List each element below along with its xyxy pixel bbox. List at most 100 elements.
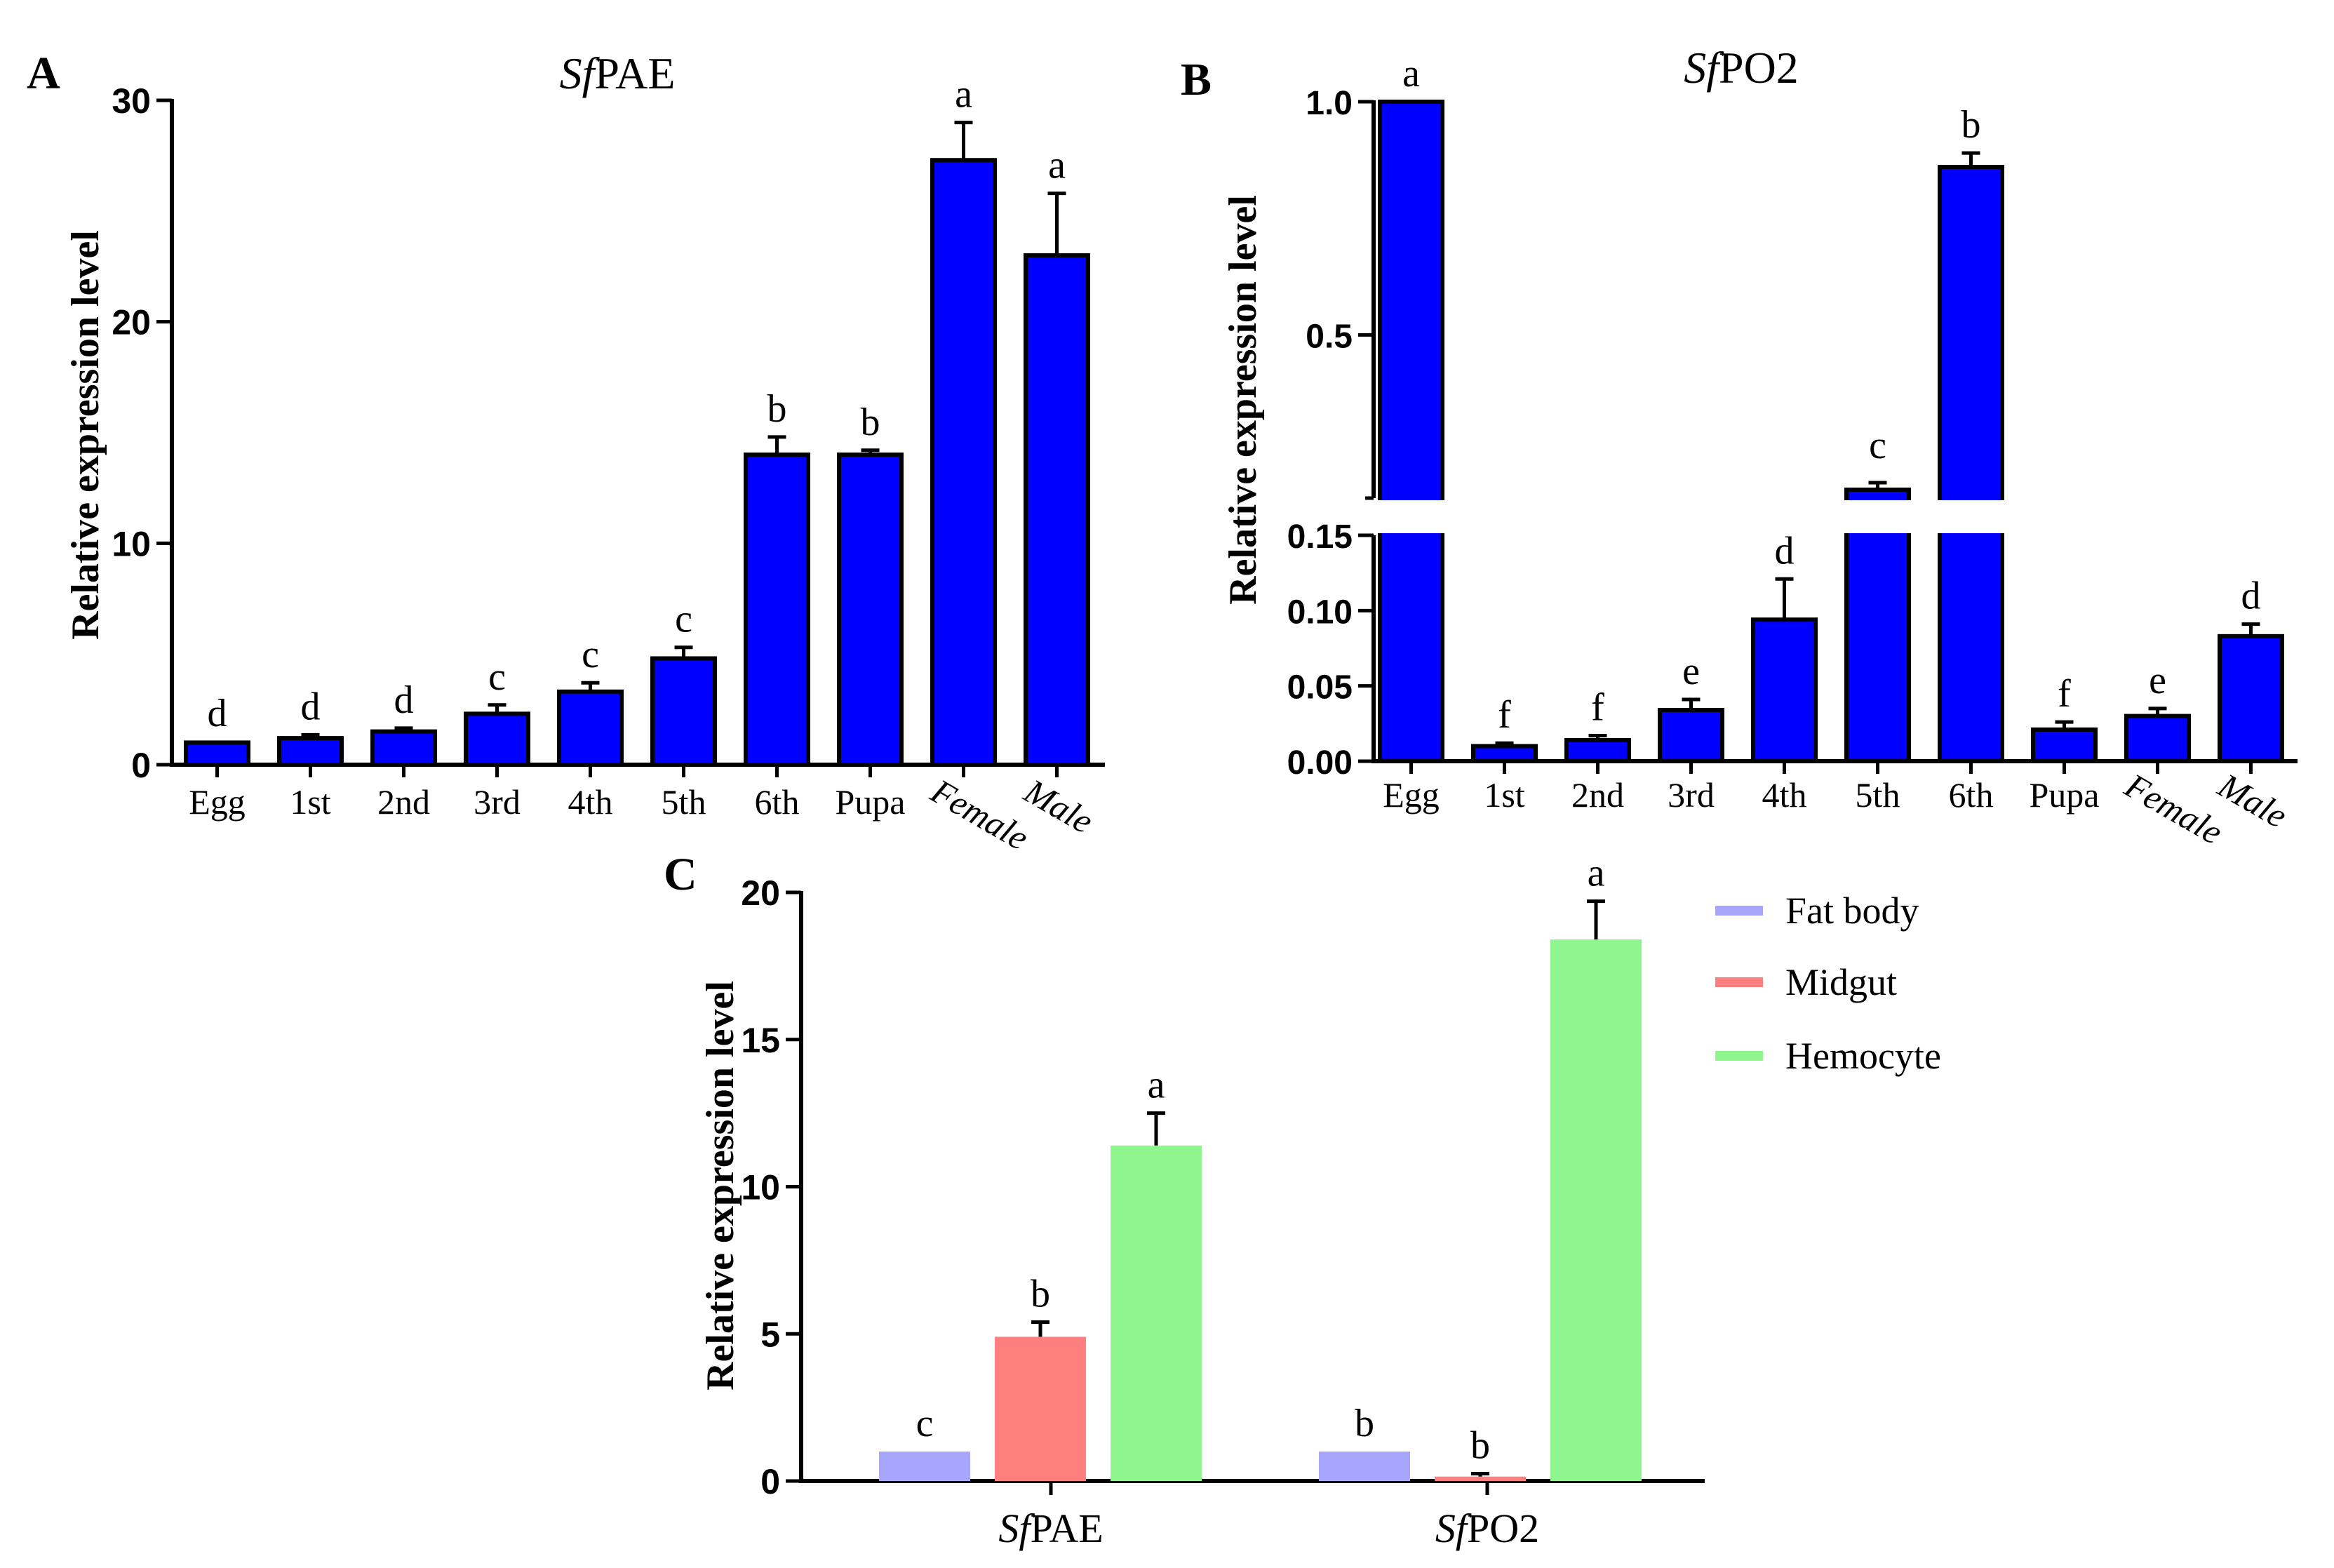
chart-b: 0.00 0.05 0.10 0.15 0.5 1.0 a Egg f 1st f 2nd e 3rd d 4… [1287, 52, 2298, 852]
chart-a: 0 10 20 30 d Egg d 1st d 2nd c 3rd c 4th c 5th b 6th b Pupa… [112, 73, 1105, 857]
chart-a-bar [464, 711, 530, 767]
chart-a-bar [837, 453, 904, 767]
chart-a-x-tick-label: Egg [189, 782, 246, 822]
chart-b-y-tick-label: 0.5 [1306, 318, 1353, 355]
chart-b-x-tick-label: Egg [1383, 775, 1440, 815]
chart-c-group-1-italic: Sf [1435, 1506, 1472, 1551]
chart-a-y-tick-label: 0 [131, 746, 151, 785]
chart-b-bar [1751, 617, 1818, 763]
chart-a-y-tick-label: 30 [112, 81, 151, 121]
chart-a-x-tick-label: 1st [290, 782, 330, 822]
chart-c-significance-letter: b [1031, 1272, 1050, 1315]
chart-b-significance-letter: f [1591, 686, 1604, 730]
panel-label-b: B [1181, 54, 1212, 105]
chart-a-significance-letter: a [955, 73, 972, 116]
chart-a-significance-letter: a [1048, 144, 1066, 187]
chart-b-y-tick-label: 0.15 [1287, 518, 1353, 556]
chart-c-significance-letter: b [1355, 1402, 1374, 1445]
chart-b-significance-letter: f [1498, 693, 1511, 737]
chart-b-significance-letter: d [1775, 529, 1795, 572]
chart-a-significance-letter: d [394, 678, 414, 722]
chart-a-bar [930, 158, 997, 768]
chart-a-significance-letter: d [208, 692, 227, 735]
chart-a-bar [184, 740, 250, 768]
chart-a-x-tick-label: 4th [568, 782, 613, 822]
chart-c-group-label: SfPAE [998, 1506, 1103, 1551]
chart-c-significance-letter: a [1148, 1064, 1165, 1107]
chart-b-bar [1658, 708, 1724, 763]
chart-b-bar [1378, 100, 1444, 763]
chart-b-x-tick-label: 4th [1762, 775, 1807, 815]
chart-b-title-italic: Sf [1684, 43, 1724, 93]
chart-a-x-tick-label: 3rd [474, 782, 521, 822]
chart-c-bar [879, 1452, 970, 1481]
chart-b-y-tick-label: 1.0 [1306, 85, 1353, 122]
chart-a-significance-letter: b [767, 387, 787, 431]
chart-c-group-1-rest: PO2 [1467, 1506, 1539, 1551]
panel-label-a: A [27, 48, 60, 99]
chart-b-bar [1844, 488, 1911, 763]
chart-b-title-rest: PO2 [1719, 43, 1799, 93]
chart-c-legend-label: Midgut [1785, 961, 1897, 1003]
chart-a-bar [650, 656, 717, 767]
chart-b-bar [2218, 634, 2284, 763]
chart-a-title-rest: PAE [594, 48, 675, 98]
chart-b-axis-break-gap [1370, 500, 2294, 533]
chart-c-y-tick-label: 15 [741, 1021, 780, 1060]
chart-a-bar [277, 736, 344, 767]
chart-b-bar [2031, 727, 2098, 764]
chart-b-x-tick-label: Pupa [2030, 775, 2100, 815]
chart-a-title: SfPAE [560, 48, 676, 98]
chart-a-x-tick-label: 6th [755, 782, 800, 822]
panel-label-c: C [664, 849, 697, 900]
chart-a-bar [1024, 253, 1090, 767]
chart-a-x-tick-label: 2nd [377, 782, 430, 822]
chart-c-group-0-italic: Sf [998, 1506, 1035, 1551]
chart-b-y-tick-label: 0.00 [1287, 744, 1353, 782]
chart-c-bar [1435, 1476, 1526, 1481]
chart-b-x-tick-label: 1st [1484, 775, 1524, 815]
chart-a-x-tick-label: 5th [662, 782, 706, 822]
chart-c-significance-letter: c [916, 1402, 934, 1445]
chart-b-bar [1938, 165, 2004, 763]
chart-c-significance-letter: b [1470, 1424, 1490, 1468]
chart-a-ylabel: Relative expression level [64, 230, 107, 640]
chart-c-bar [995, 1336, 1086, 1481]
chart-b-x-tick-label: 6th [1949, 775, 1994, 815]
chart-c-bar [1550, 939, 1642, 1481]
chart-b-significance-letter: c [1869, 424, 1886, 467]
chart-c-ylabel: Relative expression level [699, 981, 742, 1391]
chart-b-ylabel: Relative expression level [1221, 195, 1265, 605]
chart-c-y-tick-label: 0 [760, 1462, 780, 1501]
chart-a-y-tick-label: 20 [112, 303, 151, 342]
chart-b-x-tick-label: 5th [1856, 775, 1900, 815]
chart-a-x-tick-label: Pupa [836, 782, 906, 822]
chart-a-bar [557, 689, 624, 768]
chart-c-significance-letter: a [1588, 852, 1605, 895]
chart-b-significance-letter: e [1682, 650, 1700, 693]
chart-b-x-tick-label: 3rd [1668, 775, 1715, 815]
chart-b-significance-letter: e [2149, 659, 2166, 702]
chart-c: 0 5 10 15 20 c b b b a a Fat body Midgut Hemocyte [741, 852, 1941, 1501]
chart-a-significance-letter: c [675, 598, 692, 641]
chart-c-y-tick-label: 10 [741, 1168, 780, 1207]
chart-a-significance-letter: b [861, 401, 880, 444]
chart-a-bar [370, 729, 437, 768]
chart-b-x-tick-label: 2nd [1571, 775, 1624, 815]
chart-a-bar [744, 453, 810, 767]
chart-b-title: SfPO2 [1684, 43, 1799, 93]
chart-a-significance-letter: d [301, 685, 321, 728]
chart-a-title-italic: Sf [560, 48, 601, 98]
chart-c-y-tick-label: 20 [741, 873, 780, 913]
chart-c-bar [1319, 1452, 1410, 1481]
chart-c-group-0-rest: PAE [1030, 1506, 1103, 1551]
chart-b-significance-letter: f [2058, 672, 2071, 716]
chart-b-bar [2124, 713, 2191, 763]
chart-a-significance-letter: c [488, 655, 506, 699]
chart-b-bar [1471, 744, 1538, 763]
chart-b-y-tick-label: 0.10 [1287, 594, 1353, 631]
chart-b-y-tick-label: 0.05 [1287, 669, 1353, 706]
chart-b-significance-letter: a [1402, 52, 1420, 95]
chart-a-significance-letter: c [582, 633, 599, 676]
